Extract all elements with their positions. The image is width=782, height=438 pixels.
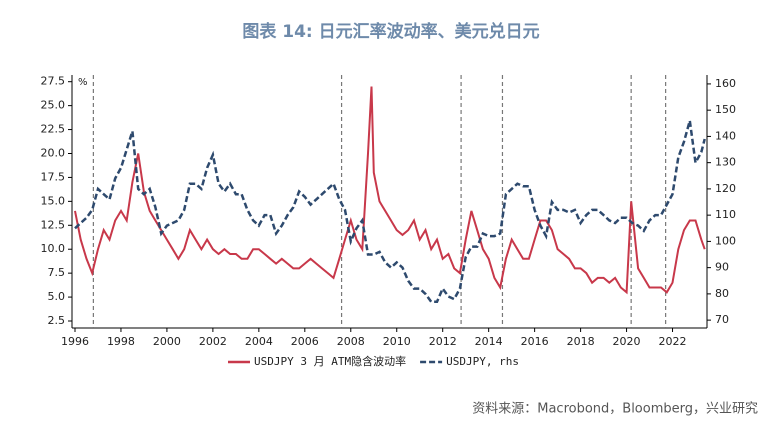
series-line: [74, 120, 706, 304]
y-tick-label: 15.0: [41, 194, 66, 207]
x-tick-label: 1998: [107, 335, 135, 348]
y2-tick-label: 90: [715, 261, 729, 274]
legend-label: USDJPY, rhs: [446, 355, 519, 368]
y-tick-label: 22.5: [41, 123, 66, 136]
x-tick-label: 2022: [659, 335, 687, 348]
y-tick-label: 7.5: [48, 266, 66, 279]
y-tick-label: 17.5: [41, 170, 66, 183]
y2-tick-label: 130: [715, 156, 736, 169]
x-tick-label: 2014: [475, 335, 503, 348]
legend-label: USDJPY 3 月 ATM隐含波动率: [254, 354, 406, 368]
y-tick-label: 20.0: [41, 146, 66, 159]
y2-tick-label: 100: [715, 234, 736, 247]
x-tick-label: 2012: [429, 335, 457, 348]
y2-tick-label: 80: [715, 287, 729, 300]
x-tick-label: 2000: [153, 335, 181, 348]
y-tick-label: 10.0: [41, 242, 66, 255]
x-tick-label: 2018: [567, 335, 595, 348]
x-tick-label: 2016: [521, 335, 549, 348]
x-tick-label: 1996: [61, 335, 89, 348]
chart-title: 图表 14: 日元汇率波动率、美元兑日元: [242, 21, 539, 42]
series-line: [74, 86, 706, 295]
y2-tick-label: 160: [715, 77, 736, 90]
x-tick-label: 2020: [613, 335, 641, 348]
x-tick-label: 2010: [383, 335, 411, 348]
source: 资料来源：Macrobond，Bloomberg，兴业研究: [472, 402, 758, 417]
x-tick-label: 2004: [245, 335, 273, 348]
x-tick-label: 2002: [199, 335, 227, 348]
y2-tick-label: 150: [715, 103, 736, 116]
y-tick-label: 25.0: [41, 99, 66, 112]
y-tick-label: 27.5: [41, 75, 66, 88]
y2-tick-label: 120: [715, 182, 736, 195]
x-tick-label: 2006: [291, 335, 319, 348]
x-tick-label: 2008: [337, 335, 365, 348]
y-tick-label: 12.5: [41, 218, 66, 231]
y2-tick-label: 140: [715, 129, 736, 142]
y-unit: %: [78, 77, 88, 88]
y-tick-label: 5.0: [48, 290, 66, 303]
y2-tick-label: 70: [715, 313, 729, 326]
y2-tick-label: 110: [715, 208, 736, 221]
y-tick-label: 2.5: [48, 314, 66, 327]
